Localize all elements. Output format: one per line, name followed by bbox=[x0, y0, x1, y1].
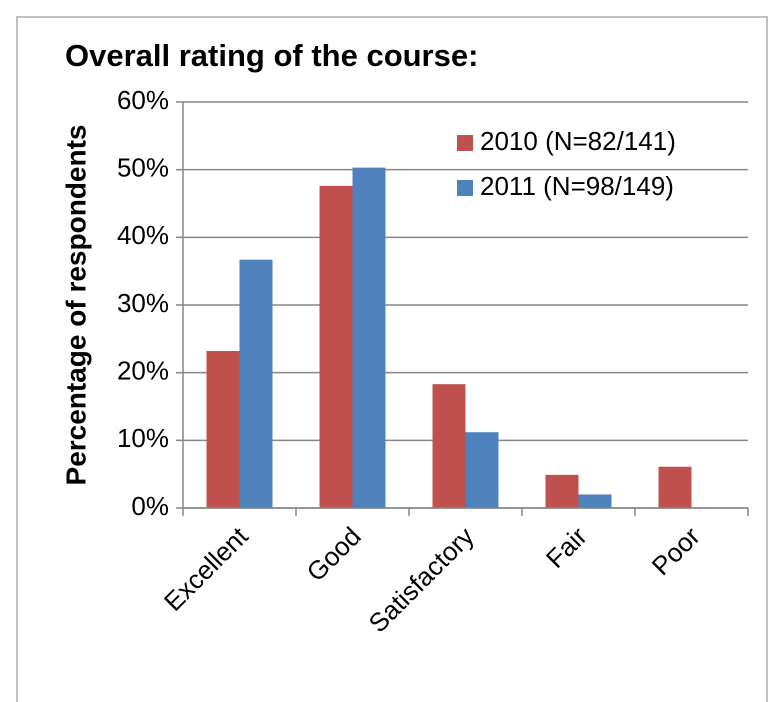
y-tick-label: 50% bbox=[117, 153, 169, 183]
bar bbox=[545, 474, 579, 508]
x-tick-label: Good bbox=[301, 521, 367, 587]
y-tick-label: 10% bbox=[117, 423, 169, 453]
bar bbox=[578, 494, 612, 508]
y-tick-label: 0% bbox=[131, 491, 169, 521]
x-tick-label: Fair bbox=[540, 521, 593, 574]
bar bbox=[239, 259, 273, 508]
bar bbox=[465, 432, 499, 508]
legend-label: 2010 (N=82/141) bbox=[480, 126, 676, 156]
y-tick-label: 30% bbox=[117, 288, 169, 318]
legend-label: 2011 (N=98/149) bbox=[480, 171, 674, 201]
chart-border bbox=[16, 16, 768, 702]
x-tick-label: Satisfactory bbox=[362, 521, 479, 638]
legend-swatch bbox=[457, 135, 473, 151]
bar bbox=[206, 351, 240, 508]
bar bbox=[432, 384, 466, 508]
x-tick-label: Excellent bbox=[158, 520, 254, 616]
y-tick-label: 60% bbox=[117, 85, 169, 115]
bar bbox=[319, 185, 353, 508]
legend-swatch bbox=[457, 180, 473, 196]
x-tick-label: Poor bbox=[646, 521, 706, 581]
bar bbox=[658, 466, 692, 508]
bar bbox=[352, 167, 386, 509]
y-axis-label: Percentage of respondents bbox=[60, 125, 91, 486]
y-tick-label: 20% bbox=[117, 356, 169, 386]
chart-title: Overall rating of the course: bbox=[65, 38, 478, 73]
y-tick-label: 40% bbox=[117, 220, 169, 250]
